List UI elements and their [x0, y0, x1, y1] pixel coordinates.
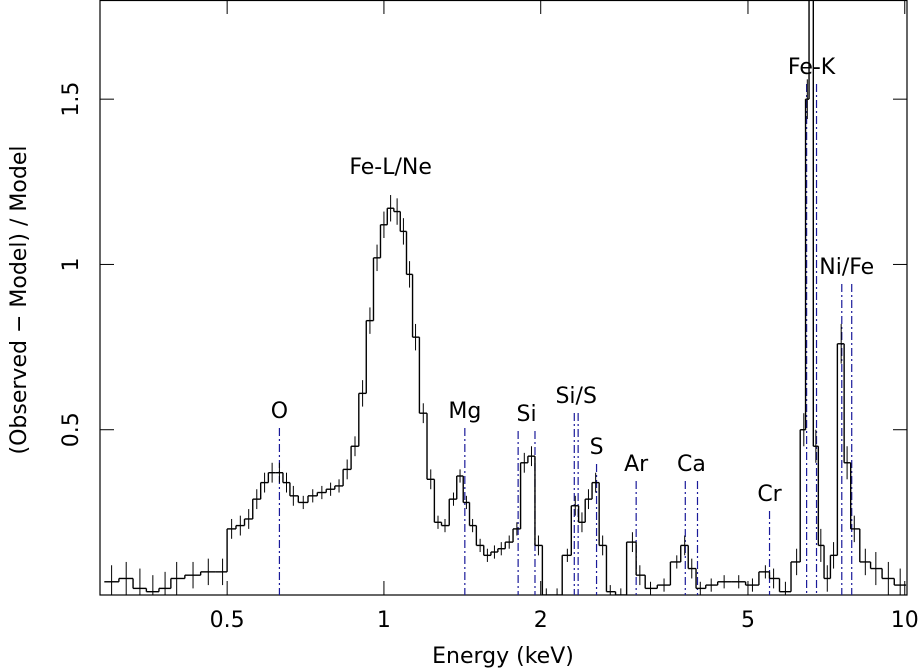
line-label: Fe-L/Ne [349, 155, 432, 180]
line-label: Fe-K [788, 55, 836, 80]
plot-area [104, 0, 907, 595]
y-tick-label: 0.5 [59, 412, 84, 447]
x-tick-label: 5 [741, 608, 755, 633]
y-tick-label: 1.5 [59, 82, 84, 117]
y-axis-label: (Observed − Model) / Model [7, 146, 32, 455]
line-label: O [271, 399, 288, 424]
line-label: Mg [448, 399, 481, 424]
x-tick-label: 10 [891, 608, 919, 633]
y-tick-label: 1 [59, 257, 84, 271]
plot-frame [99, 0, 908, 596]
line-label: Ca [677, 452, 706, 477]
x-tick-label: 0.5 [210, 608, 245, 633]
x-axis-label: Energy (keV) [432, 644, 574, 669]
line-label: Cr [757, 482, 782, 507]
line-label: Si/S [555, 384, 596, 409]
line-label: Ni/Fe [819, 255, 874, 280]
line-label: S [590, 435, 604, 460]
x-tick-label: 1 [377, 608, 391, 633]
line-label: Ar [624, 452, 649, 477]
line-label: Si [517, 402, 537, 427]
x-tick-label: 2 [534, 608, 548, 633]
